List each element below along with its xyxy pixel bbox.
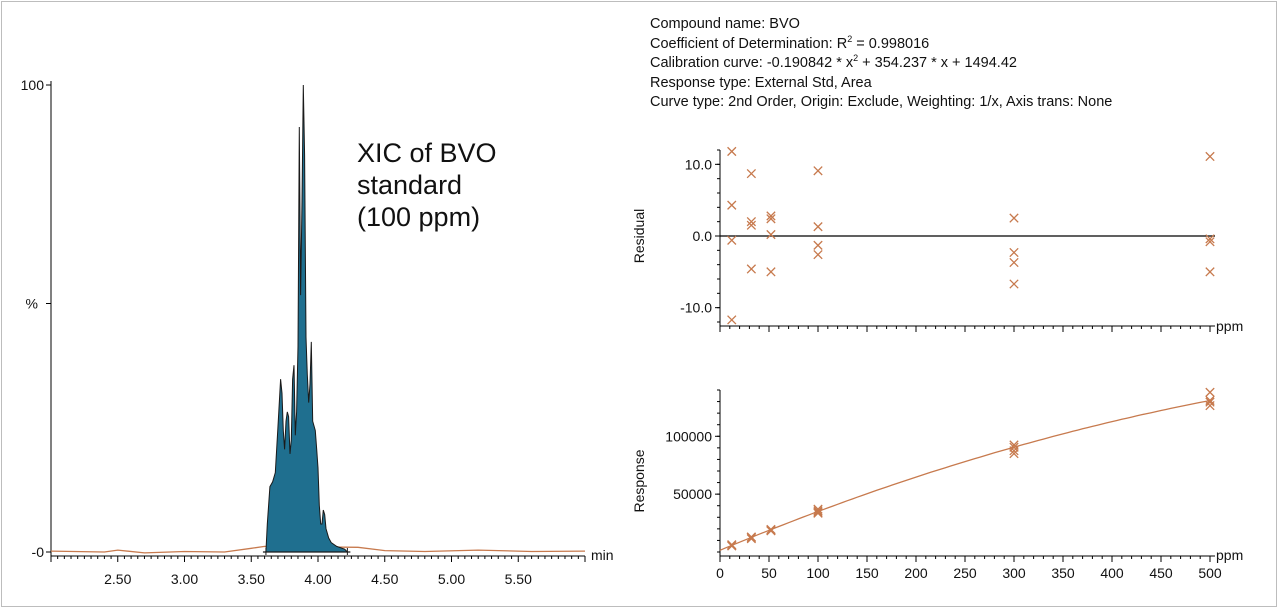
residual-point [1205, 151, 1215, 162]
response-point [766, 524, 776, 535]
response-x-tick-label: 150 [855, 565, 879, 581]
chromatogram-x-tick-label: 5.50 [505, 571, 532, 587]
chromatogram-x-tick-label: 4.00 [304, 571, 331, 587]
residual-point [813, 222, 823, 232]
residual-point [727, 315, 737, 325]
residual-point [813, 166, 823, 176]
response-point [746, 534, 757, 544]
calibration-prefix: Calibration curve: -0.190842 * x [650, 55, 854, 72]
chromatogram-x-unit: min [591, 547, 614, 563]
response-x-tick-label: 100 [806, 565, 830, 581]
residual-y-tick-label: -10.0 [680, 300, 712, 316]
chromatogram-y-tick-label: -0 [32, 544, 45, 560]
response-y-tick-label: 50000 [673, 486, 712, 502]
response-point [727, 540, 737, 551]
compound-name: Compound name: BVO [650, 16, 800, 32]
response-x-tick-label: 300 [1002, 565, 1026, 581]
residual-point [746, 264, 757, 274]
annotation-line-1: XIC of BVO [357, 138, 497, 168]
calibration-superscript: 2 [853, 53, 859, 64]
response-point [1009, 440, 1019, 450]
determination-value: = 0.998016 [852, 35, 930, 52]
calibration-info-panel: Compound name: BVO Coefficient of Determ… [650, 15, 1112, 113]
response-x-tick-label: 350 [1051, 565, 1075, 581]
response-point [746, 532, 757, 542]
chromatogram-x-tick-label: 3.50 [238, 571, 265, 587]
chromatogram-x-tick-label: 2.50 [104, 571, 131, 587]
chromatogram-x-tick-label: 5.00 [438, 571, 465, 587]
response-x-tick-label: 250 [953, 565, 977, 581]
response-point [1205, 397, 1215, 407]
residual-point [766, 229, 776, 240]
response-point [1009, 442, 1019, 452]
response-x-tick-label: 500 [1198, 565, 1222, 581]
calibration-fit-curve [719, 399, 1211, 551]
residual-point [1009, 213, 1019, 223]
response-point [813, 507, 823, 517]
residual-point [766, 267, 776, 277]
residual-y-tick-label: 10.0 [685, 156, 712, 172]
response-point [813, 508, 823, 518]
residual-point [727, 200, 737, 210]
response-x-tick-label: 400 [1100, 565, 1124, 581]
chromatogram-y-tick-label: 100 [21, 77, 45, 93]
residual-point [1205, 237, 1215, 247]
determination-superscript: 2 [847, 33, 853, 44]
residual-point [1205, 267, 1215, 277]
response-type: Response type: External Std, Area [650, 74, 872, 91]
residual-point [727, 235, 737, 245]
response-y-tick-label: 100000 [665, 428, 712, 444]
response-point [813, 504, 823, 514]
response-point [766, 526, 776, 536]
response-x-tick-label: 50 [761, 565, 777, 581]
residual-y-tick-label: 0.0 [693, 228, 713, 244]
residual-x-unit: ppm [1216, 318, 1243, 334]
residual-point [1009, 257, 1019, 268]
residual-point [746, 217, 757, 227]
residual-point [766, 211, 776, 221]
coefficient-of-determination: Coefficient of Determination: R2 = 0.998… [650, 33, 1112, 55]
residual-point [727, 146, 737, 157]
chromatogram-x-tick-label: 4.50 [371, 571, 398, 587]
response-x-tick-label: 200 [904, 565, 928, 581]
residual-point [766, 214, 776, 224]
residual-point [1205, 234, 1215, 244]
curve-type: Curve type: 2nd Order, Origin: Exclude, … [650, 94, 1113, 111]
response-x-tick-label: 0 [716, 565, 724, 581]
calibration-curve-equation: Calibration curve: -0.190842 * x2 + 354.… [650, 54, 1112, 74]
response-point [813, 506, 823, 516]
residual-point [813, 240, 823, 250]
annotation-line-2: standard [357, 170, 463, 200]
chromatogram-peak-area [265, 84, 349, 553]
chromatogram-annotation: XIC of BVO standard (100 ppm) [357, 137, 497, 233]
chromatogram-y-label: % [26, 296, 38, 312]
residual-point [1009, 247, 1019, 258]
residual-point [746, 220, 757, 230]
residual-point [1009, 279, 1019, 289]
annotation-line-3: (100 ppm) [357, 202, 481, 232]
chromatogram-baseline-trace [50, 545, 586, 554]
residual-point [746, 168, 757, 179]
calibration-rest: + 354.237 * x + 1494.42 [858, 55, 1017, 72]
chromatogram-x-tick-label: 3.00 [171, 571, 198, 587]
response-point [1205, 387, 1215, 397]
residual-point [813, 249, 823, 260]
response-y-label: Response [631, 449, 647, 512]
determination-label: Coefficient of Determination: R [650, 35, 848, 52]
response-point [1205, 395, 1215, 406]
residual-y-label: Residual [631, 209, 647, 263]
response-x-unit: ppm [1216, 547, 1243, 563]
response-x-tick-label: 450 [1149, 565, 1173, 581]
